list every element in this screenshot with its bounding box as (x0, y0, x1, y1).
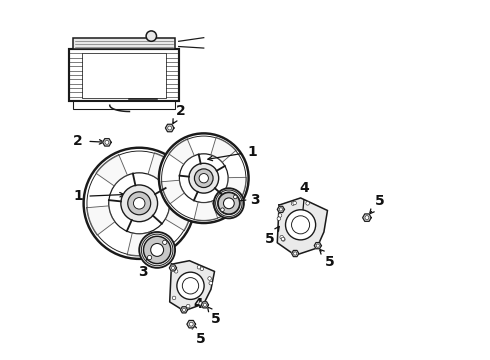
Circle shape (105, 140, 109, 144)
Circle shape (179, 154, 228, 203)
Polygon shape (148, 153, 179, 183)
Circle shape (128, 192, 151, 215)
Polygon shape (169, 139, 195, 164)
Circle shape (87, 151, 192, 256)
Circle shape (189, 163, 219, 193)
Polygon shape (96, 155, 127, 186)
Text: 5: 5 (375, 194, 385, 208)
Bar (82, 53, 166, 98)
Circle shape (223, 198, 234, 209)
Circle shape (186, 304, 190, 308)
Polygon shape (211, 138, 236, 162)
Polygon shape (166, 124, 174, 132)
Circle shape (144, 236, 171, 264)
Text: 5: 5 (211, 312, 221, 326)
Circle shape (209, 282, 213, 285)
Text: 5: 5 (266, 232, 275, 246)
Circle shape (121, 185, 158, 222)
Circle shape (277, 217, 281, 220)
Bar (73, 101, 175, 109)
Circle shape (281, 237, 285, 241)
Circle shape (195, 169, 213, 188)
Circle shape (147, 255, 152, 260)
Polygon shape (194, 201, 218, 221)
Bar (73, 38, 175, 49)
Polygon shape (292, 251, 299, 257)
Circle shape (200, 267, 204, 271)
Text: 3: 3 (250, 193, 260, 207)
Polygon shape (314, 243, 321, 249)
Text: 5: 5 (324, 255, 334, 269)
Circle shape (133, 198, 145, 209)
Circle shape (162, 136, 246, 220)
Circle shape (163, 240, 167, 244)
FancyBboxPatch shape (69, 49, 179, 101)
Polygon shape (87, 206, 115, 235)
Circle shape (294, 252, 297, 255)
Circle shape (203, 303, 206, 306)
Circle shape (199, 174, 208, 183)
Polygon shape (127, 232, 157, 256)
Circle shape (279, 208, 282, 211)
Circle shape (189, 322, 193, 326)
Circle shape (292, 216, 310, 234)
Text: 1: 1 (73, 189, 83, 203)
Circle shape (233, 195, 237, 199)
Circle shape (218, 193, 240, 214)
Circle shape (141, 234, 173, 266)
Circle shape (182, 308, 186, 311)
Text: 4: 4 (194, 297, 203, 311)
Circle shape (293, 201, 296, 205)
Circle shape (168, 126, 172, 130)
Text: 2: 2 (73, 134, 83, 148)
Text: 4: 4 (299, 181, 309, 195)
Circle shape (316, 244, 319, 247)
Circle shape (214, 188, 244, 219)
Circle shape (306, 202, 309, 205)
Circle shape (278, 214, 282, 217)
Circle shape (151, 243, 164, 256)
Circle shape (177, 272, 204, 300)
Polygon shape (170, 265, 176, 271)
Circle shape (146, 31, 156, 41)
Circle shape (84, 148, 195, 259)
Polygon shape (102, 139, 111, 146)
Text: 2: 2 (176, 104, 186, 118)
Polygon shape (363, 214, 371, 221)
Circle shape (208, 277, 211, 280)
Circle shape (220, 208, 224, 212)
Polygon shape (170, 261, 215, 311)
Circle shape (139, 232, 175, 268)
Text: 1: 1 (247, 145, 257, 159)
Circle shape (197, 265, 201, 269)
Circle shape (172, 266, 174, 270)
Polygon shape (165, 202, 192, 231)
Circle shape (109, 173, 170, 234)
Circle shape (159, 134, 248, 223)
Circle shape (282, 238, 285, 241)
Circle shape (216, 190, 242, 217)
Circle shape (286, 210, 316, 240)
Circle shape (199, 302, 202, 305)
Polygon shape (277, 206, 285, 212)
Text: 5: 5 (196, 332, 206, 346)
Polygon shape (161, 180, 184, 204)
Circle shape (174, 270, 178, 273)
Text: 3: 3 (138, 265, 147, 279)
Circle shape (280, 235, 284, 239)
Circle shape (172, 296, 176, 300)
Polygon shape (201, 302, 208, 308)
Polygon shape (187, 320, 196, 328)
Circle shape (218, 192, 240, 215)
Circle shape (144, 237, 171, 264)
Circle shape (291, 202, 295, 205)
Polygon shape (277, 198, 327, 255)
Circle shape (182, 278, 198, 294)
Circle shape (365, 216, 369, 220)
Polygon shape (180, 307, 188, 313)
Polygon shape (224, 177, 246, 200)
